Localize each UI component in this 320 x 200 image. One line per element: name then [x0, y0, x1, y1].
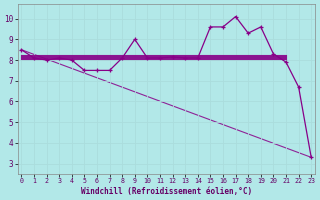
X-axis label: Windchill (Refroidissement éolien,°C): Windchill (Refroidissement éolien,°C) — [81, 187, 252, 196]
